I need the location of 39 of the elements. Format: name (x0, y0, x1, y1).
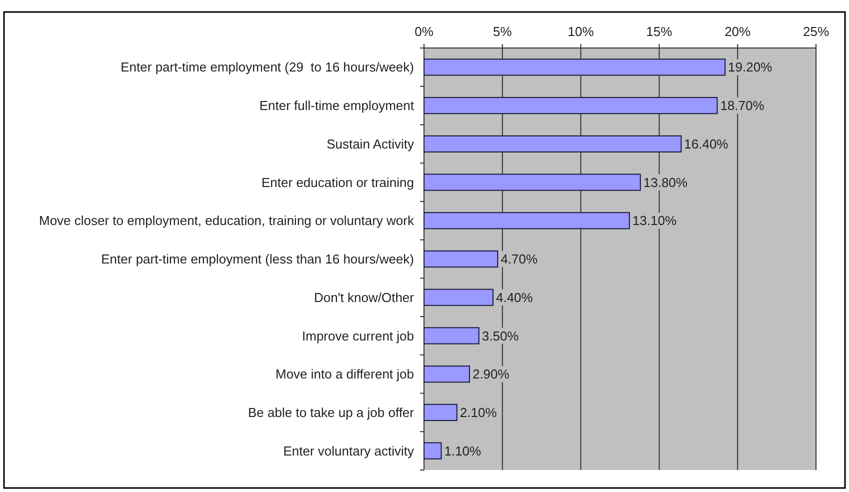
y-tick-label: Move into a different job (275, 366, 414, 382)
y-tick-label: Improve current job (302, 328, 414, 344)
bar (424, 58, 726, 76)
y-tick-label: Enter education or training (262, 174, 414, 190)
y-tick-label: Be able to take up a job offer (248, 405, 415, 420)
y-tick-label: Enter full-time employment (259, 98, 414, 114)
data-label: 4.70% (500, 252, 538, 267)
y-tick-label: Move closer to employment, education, training or voluntary work (38, 213, 414, 228)
bar (424, 404, 458, 422)
x-tick-label: 10% (568, 24, 594, 39)
bar (424, 96, 718, 114)
bar (424, 288, 494, 306)
x-tick-label: 25% (802, 24, 830, 39)
y-tick-label: Don't know/Other (314, 290, 415, 305)
x-tick-label: 5% (493, 24, 512, 39)
data-label: 3.50% (482, 328, 520, 344)
data-label: 16.40% (684, 136, 729, 152)
bar (424, 366, 470, 383)
y-tick-label: Enter part-time employment (29 to 16 hours/week) (120, 60, 414, 75)
data-label: 19.20% (728, 60, 773, 75)
y-tick-label: Enter voluntary activity (283, 443, 414, 458)
y-tick-label: Enter part-time employment (less than 16 hours/week) (101, 252, 414, 267)
x-tick-label: 20% (724, 24, 752, 39)
bar (424, 250, 498, 268)
x-tick-label: 0% (414, 24, 434, 39)
bar (424, 212, 630, 230)
bar (424, 442, 442, 460)
x-tick-label: 15% (646, 24, 673, 39)
data-label: 2.90% (472, 366, 510, 382)
data-label: 13.10% (632, 213, 677, 228)
data-label: 2.10% (460, 405, 498, 420)
data-label: 1.10% (444, 443, 482, 458)
y-tick-label: Sustain Activity (326, 136, 414, 152)
bar (424, 174, 641, 191)
bar (424, 327, 480, 344)
data-label: 4.40% (496, 290, 534, 305)
data-label: 18.70% (720, 98, 765, 114)
data-label: 13.80% (643, 174, 688, 190)
bar (424, 135, 682, 152)
